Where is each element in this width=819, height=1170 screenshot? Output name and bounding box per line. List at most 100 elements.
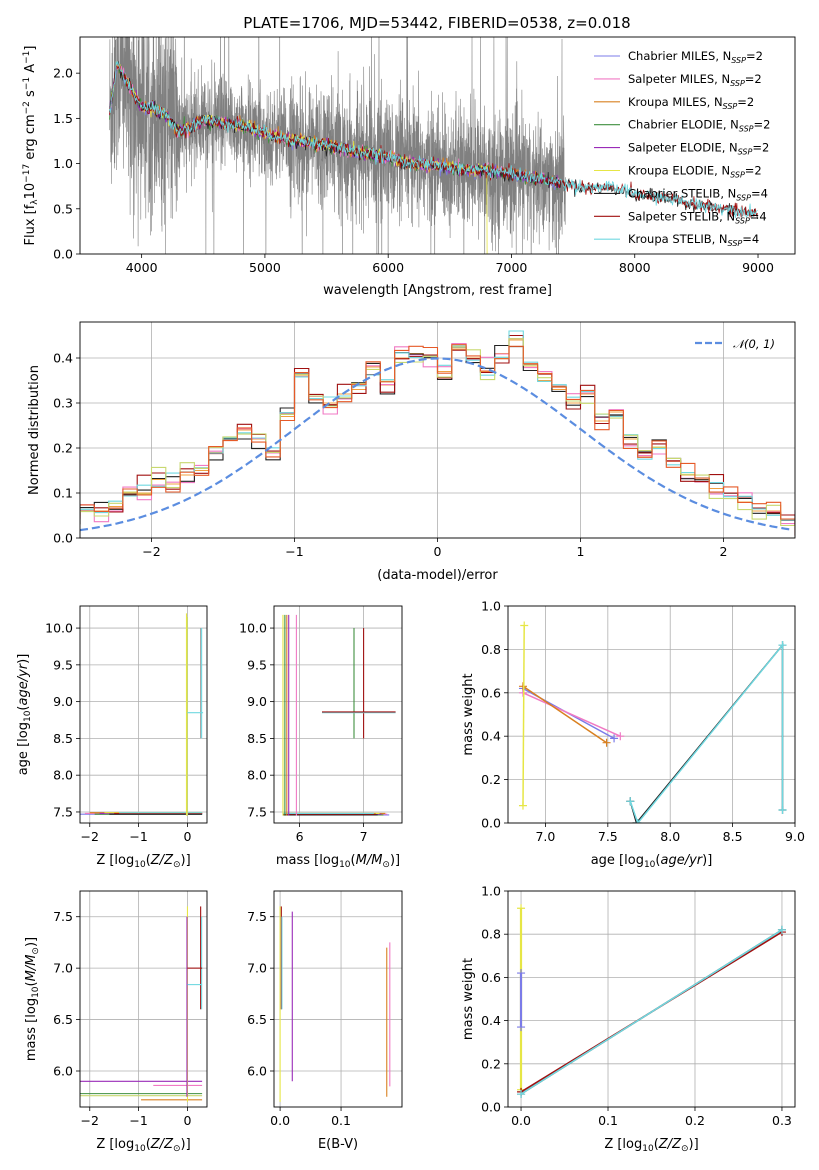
x-tick-label: −2 bbox=[81, 1113, 99, 1128]
legend-label-3: Kroupa MILES, NSSP=2 bbox=[628, 95, 754, 111]
mass-weight-age-point bbox=[778, 805, 787, 814]
x-tick-label: 0.1 bbox=[598, 1113, 618, 1128]
y-tick-label: 10.0 bbox=[45, 621, 73, 636]
mass-weight-age-series-5 bbox=[629, 643, 784, 823]
x-tick-label: 0 bbox=[183, 829, 191, 844]
y-tick-label: 6.0 bbox=[247, 1064, 267, 1079]
mass-weight-age-point bbox=[518, 801, 527, 810]
x-tick-label: −1 bbox=[129, 829, 147, 844]
residual-histogram-1 bbox=[80, 339, 795, 526]
y-tick-label: 2.0 bbox=[53, 66, 73, 81]
y-tick-label: 0.2 bbox=[481, 772, 501, 787]
mass-Z-xlabel: Z [log10(Z/Z⊙)] bbox=[96, 1137, 190, 1154]
x-tick-label: 1 bbox=[577, 544, 585, 559]
mass-weight-age-point bbox=[626, 797, 635, 806]
massweight-age-ylabel: mass weight bbox=[461, 673, 476, 755]
axes-frame bbox=[273, 605, 403, 824]
residual-histogram-5 bbox=[80, 330, 795, 527]
x-tick-label: 8.0 bbox=[660, 829, 680, 844]
residuals-xlabel: (data-model)/error bbox=[377, 568, 498, 583]
x-tick-label: 0.1 bbox=[331, 1113, 351, 1128]
residual-histogram-3 bbox=[80, 344, 795, 525]
plot-area bbox=[279, 906, 391, 1102]
y-tick-label: 10.0 bbox=[239, 621, 267, 636]
massweight-Z-ylabel: mass weight bbox=[461, 958, 476, 1040]
legend-label-6: Kroupa ELODIE, NSSP=2 bbox=[628, 164, 762, 180]
model-spectrum-9 bbox=[109, 61, 758, 219]
y-tick-label: 9.0 bbox=[53, 694, 73, 709]
residual-histogram-7 bbox=[80, 344, 795, 526]
x-tick-label: 9000 bbox=[742, 260, 774, 275]
mass-Z-ylabel: mass [log10(M/M⊙)] bbox=[24, 937, 41, 1061]
mass-weight-Z-series-5 bbox=[520, 929, 783, 1095]
panel-spectrum: 4000 5000 6000 7000 8000 9000 0.0 0.5 1.0 1.5 2.0 bbox=[53, 36, 796, 275]
y-tick-label: 1.5 bbox=[53, 111, 73, 126]
legend-label-1: Chabrier MILES, NSSP=2 bbox=[628, 49, 763, 65]
x-tick-label: 7 bbox=[360, 829, 368, 844]
x-tick-label: 2 bbox=[720, 544, 728, 559]
plot-area bbox=[518, 621, 787, 823]
y-tick-label: 0.1 bbox=[53, 486, 73, 501]
y-tick-label: 8.5 bbox=[247, 731, 267, 746]
mass-weight-age-point bbox=[518, 682, 527, 691]
y-tick-label: 7.5 bbox=[53, 804, 73, 819]
mass-weight-age-point bbox=[616, 732, 625, 741]
legend-label-8: Salpeter STELIB, NSSP=4 bbox=[628, 209, 767, 225]
y-tick-label: 9.5 bbox=[53, 657, 73, 672]
y-tick-label: 0.4 bbox=[53, 351, 73, 366]
axes-frame bbox=[79, 36, 796, 255]
mass-weight-Z-point bbox=[517, 904, 526, 913]
panel-age_vs_Z: −2 −1 0 7.5 8.0 8.5 9.0 9.5 10.0 bbox=[45, 605, 208, 844]
x-tick-label: −1 bbox=[129, 1113, 147, 1128]
residual-histogram-6 bbox=[80, 338, 795, 527]
plot-area bbox=[109, 37, 758, 254]
axes-frame bbox=[79, 890, 208, 1108]
age-Z-ylabel: age [log10(age/yr)] bbox=[16, 654, 33, 776]
axes-frame bbox=[507, 890, 796, 1108]
mass-weight-age-point bbox=[520, 621, 529, 630]
legend-label-5: Salpeter ELODIE, NSSP=2 bbox=[628, 141, 769, 157]
mass-weight-age-point bbox=[602, 738, 611, 747]
observed-spectrum bbox=[109, 37, 566, 254]
gaussian-curve bbox=[80, 357, 793, 532]
panel-massweight_vs_age: 7.0 7.5 8.0 8.5 9.0 0.0 0.2 0.4 0.6 0.8 1.0 bbox=[481, 599, 805, 845]
y-tick-label: 0.0 bbox=[53, 531, 73, 546]
y-tick-label: 7.0 bbox=[247, 961, 267, 976]
y-tick-label: 0.4 bbox=[481, 729, 501, 744]
x-tick-label: 0 bbox=[183, 1113, 191, 1128]
y-tick-label: 7.0 bbox=[53, 961, 73, 976]
legend-label-7: Chabrier STELIB, NSSP=4 bbox=[628, 186, 768, 202]
y-tick-label: 8.0 bbox=[53, 768, 73, 783]
x-tick-label: 5000 bbox=[249, 260, 281, 275]
axes-frame bbox=[79, 321, 796, 539]
plot-area bbox=[80, 613, 204, 816]
x-tick-label: 6000 bbox=[372, 260, 404, 275]
panel-residuals: −2 −1 0 1 2 0.0 0.1 0.2 0.3 0.4 bbox=[53, 321, 796, 559]
x-tick-label: 7.0 bbox=[535, 829, 555, 844]
mass-weight-Z-point bbox=[777, 925, 786, 934]
mass-weight-age-series-2 bbox=[522, 692, 621, 737]
axes-frame bbox=[79, 605, 208, 824]
y-tick-label: 0.8 bbox=[481, 927, 501, 942]
x-tick-label: 0.0 bbox=[511, 1113, 531, 1128]
mass-weight-Z-point bbox=[517, 1090, 526, 1099]
y-tick-label: 0.2 bbox=[53, 441, 73, 456]
y-tick-label: 6.5 bbox=[247, 1012, 267, 1027]
x-tick-label: −1 bbox=[285, 544, 303, 559]
mass-weight-age-point bbox=[610, 734, 619, 743]
mass-weight-age-point bbox=[778, 641, 787, 650]
panel-massweight_vs_Z: 0.0 0.1 0.2 0.3 0.0 0.2 0.4 0.6 0.8 1.0 bbox=[481, 884, 796, 1128]
y-tick-label: 9.0 bbox=[247, 694, 267, 709]
y-tick-label: 9.5 bbox=[247, 657, 267, 672]
x-tick-label: 9.0 bbox=[785, 829, 805, 844]
residuals-ylabel: Normed distribution bbox=[27, 365, 42, 495]
x-tick-label: 0.2 bbox=[685, 1113, 705, 1128]
x-tick-label: 7000 bbox=[496, 260, 528, 275]
spectrum-ylabel: Flux [fλ10−17 erg cm−2 s−1 A−1] bbox=[22, 46, 40, 246]
age-mass-xlabel: mass [log10(M/M⊙)] bbox=[276, 853, 400, 870]
mass-weight-age-series-6 bbox=[629, 642, 784, 823]
mass-EBV-xlabel: E(B-V) bbox=[318, 1137, 358, 1152]
residual-histogram-2 bbox=[80, 338, 795, 525]
y-tick-label: 6.0 bbox=[53, 1064, 73, 1079]
y-tick-label: 0.0 bbox=[53, 247, 73, 262]
